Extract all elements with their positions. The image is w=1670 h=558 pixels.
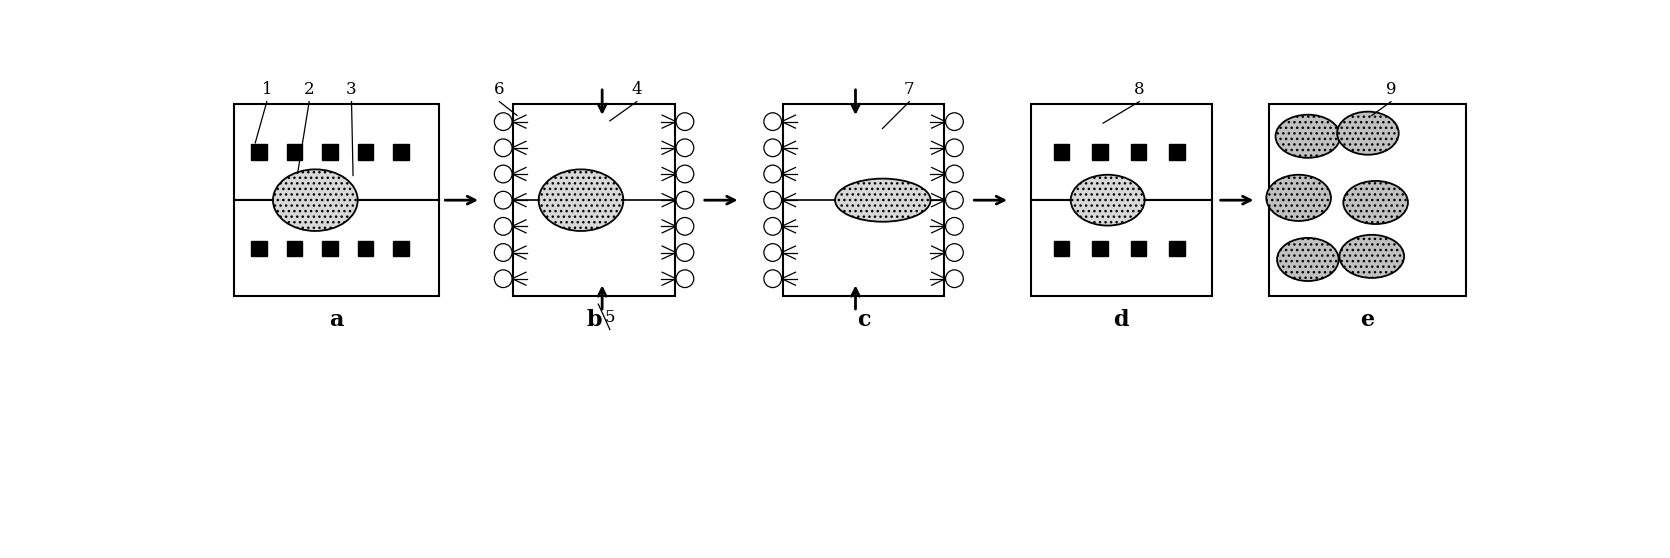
Circle shape [945,165,964,183]
Text: 5: 5 [605,309,615,326]
Circle shape [494,113,513,131]
Circle shape [494,244,513,261]
Text: c: c [857,309,870,331]
Circle shape [676,139,693,157]
Bar [287,240,302,256]
Bar [234,104,439,200]
Circle shape [763,139,782,157]
Bar [357,240,372,256]
Ellipse shape [1276,115,1341,158]
Bar [1131,240,1146,256]
Ellipse shape [1278,238,1339,281]
Circle shape [676,270,693,287]
Text: 8: 8 [1134,81,1144,98]
Text: 3: 3 [346,81,357,98]
Bar [1169,240,1184,256]
Bar [234,200,439,296]
Circle shape [494,139,513,157]
Text: a: a [329,309,344,331]
Circle shape [676,218,693,235]
Text: 9: 9 [1386,81,1396,98]
Bar [252,145,267,160]
Bar [1030,104,1212,200]
Bar [392,145,409,160]
Ellipse shape [1266,175,1331,221]
Circle shape [676,244,693,261]
Circle shape [676,113,693,131]
Circle shape [763,165,782,183]
Bar [1030,200,1212,296]
Bar [1054,145,1069,160]
Ellipse shape [1338,112,1399,155]
Bar [1092,145,1107,160]
Text: 1: 1 [262,81,272,98]
Circle shape [945,191,964,209]
Circle shape [676,191,693,209]
Bar [322,240,337,256]
Circle shape [494,270,513,287]
Text: 4: 4 [631,81,643,98]
Ellipse shape [1339,235,1404,278]
Bar [513,104,675,296]
Circle shape [494,165,513,183]
Text: d: d [1114,309,1129,331]
Text: 7: 7 [903,81,915,98]
Circle shape [763,244,782,261]
Circle shape [945,139,964,157]
Bar [392,240,409,256]
Circle shape [945,218,964,235]
Circle shape [763,113,782,131]
Bar [1131,145,1146,160]
Bar [1092,240,1107,256]
Circle shape [494,191,513,209]
Text: b: b [586,309,601,331]
Circle shape [494,218,513,235]
Bar [357,145,372,160]
Bar [783,104,945,296]
Ellipse shape [1070,175,1144,225]
Bar [322,145,337,160]
Ellipse shape [272,170,357,231]
Ellipse shape [1343,181,1408,224]
Bar [1054,240,1069,256]
Circle shape [763,191,782,209]
Circle shape [945,244,964,261]
Ellipse shape [539,170,623,231]
Circle shape [763,270,782,287]
Bar [1169,145,1184,160]
Circle shape [676,165,693,183]
Circle shape [763,218,782,235]
Bar [252,240,267,256]
Bar [1269,104,1466,296]
Circle shape [945,270,964,287]
Text: e: e [1361,309,1374,331]
Text: 6: 6 [494,81,504,98]
Circle shape [945,113,964,131]
Text: 2: 2 [304,81,314,98]
Bar [287,145,302,160]
Ellipse shape [835,179,930,222]
